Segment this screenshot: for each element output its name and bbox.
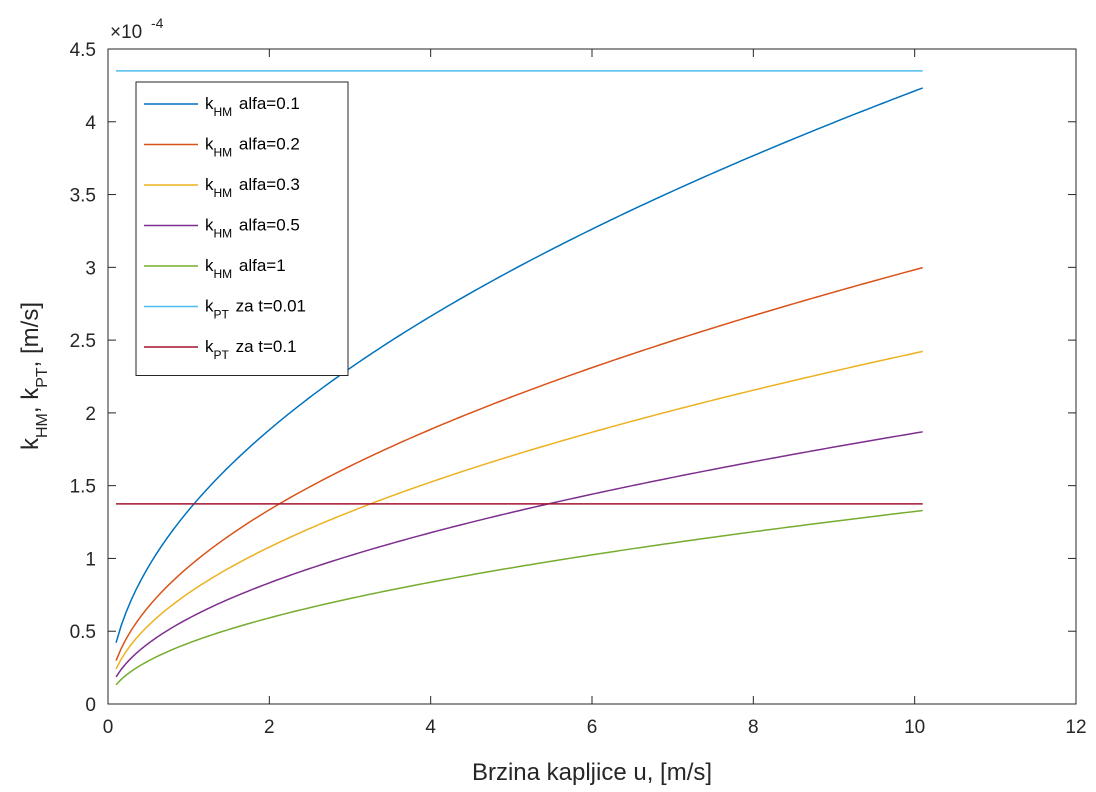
y-exponent-label: ×10 -4 <box>110 15 164 43</box>
legend-entry: kPT za t=0.1 <box>205 337 297 362</box>
ticks-layer: 0 2 4 6 8 10 12 0 0.5 1 1.5 2 2.5 3 3.5 4 4.5 <box>70 40 1087 738</box>
legend-entry: kHM alfa=1 <box>205 256 286 281</box>
legend-entry: kPT za t=0.01 <box>205 297 306 322</box>
series-line-5 <box>115 509 923 686</box>
y-tick-label: 1 <box>85 549 96 570</box>
y-label-part: PT <box>34 367 51 388</box>
y-label-part: HM <box>34 413 51 438</box>
legend-box <box>135 81 349 376</box>
y-tick-label: 2 <box>85 404 96 425</box>
series-line-1 <box>115 87 923 643</box>
x-tick-label: 2 <box>264 717 275 738</box>
x-tick-label: 8 <box>748 717 759 738</box>
y-exponent-base: ×10 <box>110 22 142 43</box>
x-tick-label: 0 <box>103 717 114 738</box>
legend: kHM alfa=0.1 kHM alfa=0.2 kHM alfa=0.3 kHM … <box>135 81 349 376</box>
x-tick-label: 10 <box>904 717 925 738</box>
legend-entry: kHM alfa=0.5 <box>205 216 300 241</box>
x-axis-label: Brzina kapljice u, [m/s] <box>472 759 712 786</box>
series-line-3 <box>115 350 923 670</box>
series-line-4 <box>115 431 923 678</box>
y-label-part: , k <box>17 387 44 413</box>
series-line-2 <box>115 266 923 661</box>
y-label-part: k <box>17 437 44 450</box>
y-tick-label: 0 <box>85 695 96 716</box>
y-tick-label: 4 <box>85 113 96 134</box>
y-axis-label: kHM, kPT, [m/s] <box>17 302 51 450</box>
y-tick-label: 3.5 <box>70 186 96 207</box>
y-tick-label: 0.5 <box>70 622 96 643</box>
y-tick-label: 4.5 <box>70 40 96 61</box>
y-exponent-power: -4 <box>151 15 164 31</box>
x-tick-label: 12 <box>1065 717 1086 738</box>
y-label-part: , [m/s] <box>17 302 44 367</box>
legend-entry: kHM alfa=0.3 <box>205 175 300 200</box>
series-layer <box>115 70 923 686</box>
x-tick-label: 6 <box>587 717 598 738</box>
y-tick-label: 3 <box>85 258 96 279</box>
legend-entry: kHM alfa=0.2 <box>205 135 300 160</box>
x-tick-label: 4 <box>425 717 436 738</box>
legend-entry: kHM alfa=0.1 <box>205 94 300 119</box>
y-tick-label: 1.5 <box>70 477 96 498</box>
y-tick-label: 2.5 <box>70 331 96 352</box>
